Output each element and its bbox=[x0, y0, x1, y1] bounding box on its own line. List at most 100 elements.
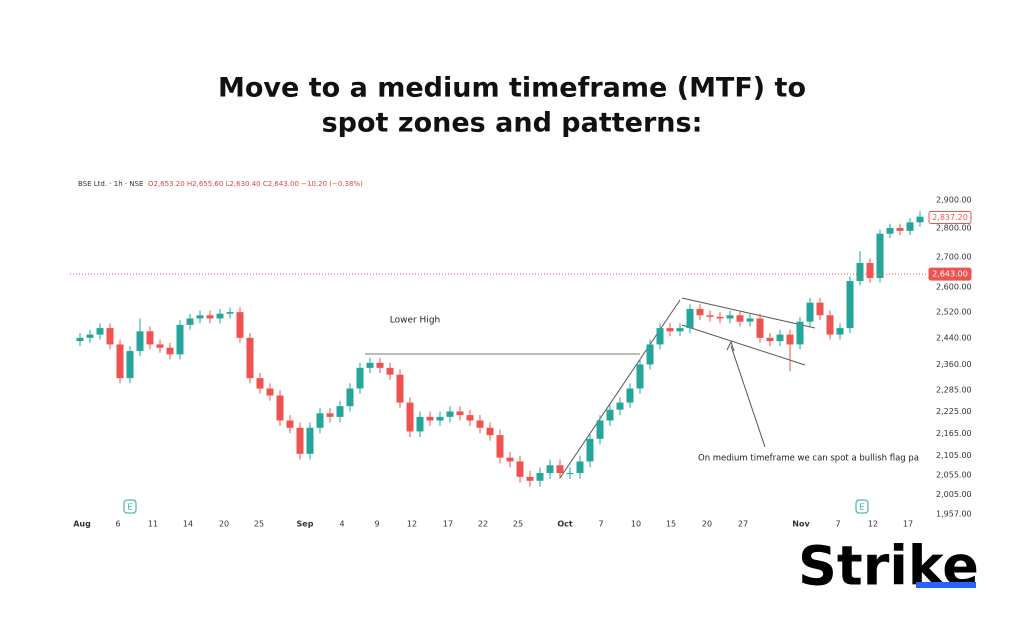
candle-body bbox=[716, 316, 724, 319]
candle-body bbox=[466, 415, 474, 421]
candle-body bbox=[406, 402, 414, 432]
price-label: 2,643.00 bbox=[932, 270, 968, 279]
event-icon: E bbox=[855, 499, 869, 514]
candle-body bbox=[296, 427, 304, 454]
event-label: E bbox=[127, 503, 132, 512]
candle-body bbox=[906, 222, 914, 231]
candle-body bbox=[356, 367, 364, 389]
candle-body bbox=[856, 262, 864, 282]
flag-line bbox=[681, 297, 816, 329]
x-tick-label: 25 bbox=[513, 520, 523, 529]
candle-body bbox=[306, 427, 314, 454]
y-tick-label: 2,700.00 bbox=[936, 253, 972, 262]
x-tick-label: 20 bbox=[219, 520, 229, 529]
candle-body bbox=[316, 413, 324, 428]
x-tick-label: 27 bbox=[738, 520, 748, 529]
candle-body bbox=[336, 406, 344, 417]
brand-accent bbox=[916, 582, 976, 588]
candle-body bbox=[676, 328, 684, 332]
candle-body bbox=[96, 328, 104, 335]
candle-body bbox=[326, 413, 334, 417]
candle-body bbox=[646, 344, 654, 365]
x-tick-label: 11 bbox=[148, 520, 158, 529]
candle-body bbox=[606, 409, 614, 421]
candle-body bbox=[446, 411, 454, 417]
x-tick-label: 7 bbox=[598, 520, 603, 529]
x-tick-label: Oct bbox=[557, 520, 573, 529]
candle-body bbox=[516, 461, 524, 477]
candle-body bbox=[806, 302, 814, 322]
event-label: E bbox=[859, 503, 864, 512]
candle-body bbox=[116, 344, 124, 379]
candle-body bbox=[556, 465, 564, 473]
candle-body bbox=[586, 438, 594, 462]
candle-body bbox=[726, 315, 734, 319]
candle-body bbox=[136, 331, 144, 352]
y-tick-label: 2,285.00 bbox=[936, 386, 972, 395]
candle-body bbox=[496, 435, 504, 458]
title-line: spot zones and patterns: bbox=[322, 108, 703, 139]
candle-body bbox=[276, 395, 284, 421]
brand: Strike bbox=[798, 535, 979, 598]
candle-body bbox=[766, 337, 774, 342]
ohlc-header: O2,653.20 H2,655.60 L2,630.40 C2,643.00 … bbox=[148, 180, 363, 188]
x-tick-label: 4 bbox=[339, 520, 344, 529]
candle-body bbox=[226, 312, 234, 314]
x-tick-label: 25 bbox=[254, 520, 264, 529]
candle-body bbox=[216, 313, 224, 319]
candle-body bbox=[826, 315, 834, 335]
trendline bbox=[559, 299, 681, 479]
arrow bbox=[730, 345, 766, 448]
candle-body bbox=[546, 465, 554, 473]
y-tick-label: 2,520.00 bbox=[936, 308, 972, 317]
x-tick-label: Sep bbox=[297, 520, 314, 529]
candle-body bbox=[176, 324, 184, 355]
candle-body bbox=[616, 402, 624, 410]
annotation: On medium timeframe we can spot a bullis… bbox=[698, 454, 919, 464]
candle-body bbox=[476, 420, 484, 428]
x-tick-label: 12 bbox=[868, 520, 878, 529]
candle-body bbox=[426, 416, 434, 421]
candle-body bbox=[756, 318, 764, 338]
x-tick-label: 9 bbox=[374, 520, 379, 529]
candle-body bbox=[526, 476, 534, 481]
candle-body bbox=[376, 362, 384, 368]
x-tick-label: 12 bbox=[407, 520, 417, 529]
candle-body bbox=[386, 367, 394, 375]
candle-body bbox=[266, 388, 274, 396]
candle-body bbox=[636, 364, 644, 389]
y-tick-label: 2,005.00 bbox=[936, 490, 972, 499]
candle-body bbox=[86, 334, 94, 338]
x-tick-label: 10 bbox=[631, 520, 641, 529]
candle-body bbox=[286, 420, 294, 428]
title-line: Move to a medium timeframe (MTF) to bbox=[218, 73, 806, 104]
price-label: 2,837.20 bbox=[932, 213, 968, 222]
candle-body bbox=[126, 351, 134, 379]
candle-body bbox=[866, 262, 874, 279]
price-label-box bbox=[928, 210, 972, 224]
y-tick-label: 2,105.00 bbox=[936, 451, 972, 460]
x-tick-label: 15 bbox=[666, 520, 676, 529]
candle-body bbox=[876, 233, 884, 279]
candle-body bbox=[186, 318, 194, 325]
candle-body bbox=[696, 308, 704, 316]
y-tick-label: 2,165.00 bbox=[936, 429, 972, 438]
candle-body bbox=[196, 315, 204, 319]
candle-body bbox=[106, 328, 114, 345]
y-tick-label: 1,957.00 bbox=[936, 509, 972, 518]
candle-body bbox=[896, 228, 904, 231]
candle-body bbox=[916, 216, 924, 223]
y-tick-label: 2,225.00 bbox=[936, 407, 972, 416]
candle-body bbox=[736, 315, 744, 322]
y-tick-label: 2,800.00 bbox=[936, 224, 972, 233]
event-icon: E bbox=[123, 499, 137, 514]
y-tick-label: 2,440.00 bbox=[936, 333, 972, 342]
candle-body bbox=[576, 461, 584, 473]
candle-body bbox=[746, 318, 754, 322]
event-box bbox=[855, 499, 869, 514]
x-tick-label: Nov bbox=[792, 520, 810, 529]
x-tick-label: 7 bbox=[835, 520, 840, 529]
candle-body bbox=[846, 281, 854, 329]
candle-body bbox=[786, 334, 794, 345]
